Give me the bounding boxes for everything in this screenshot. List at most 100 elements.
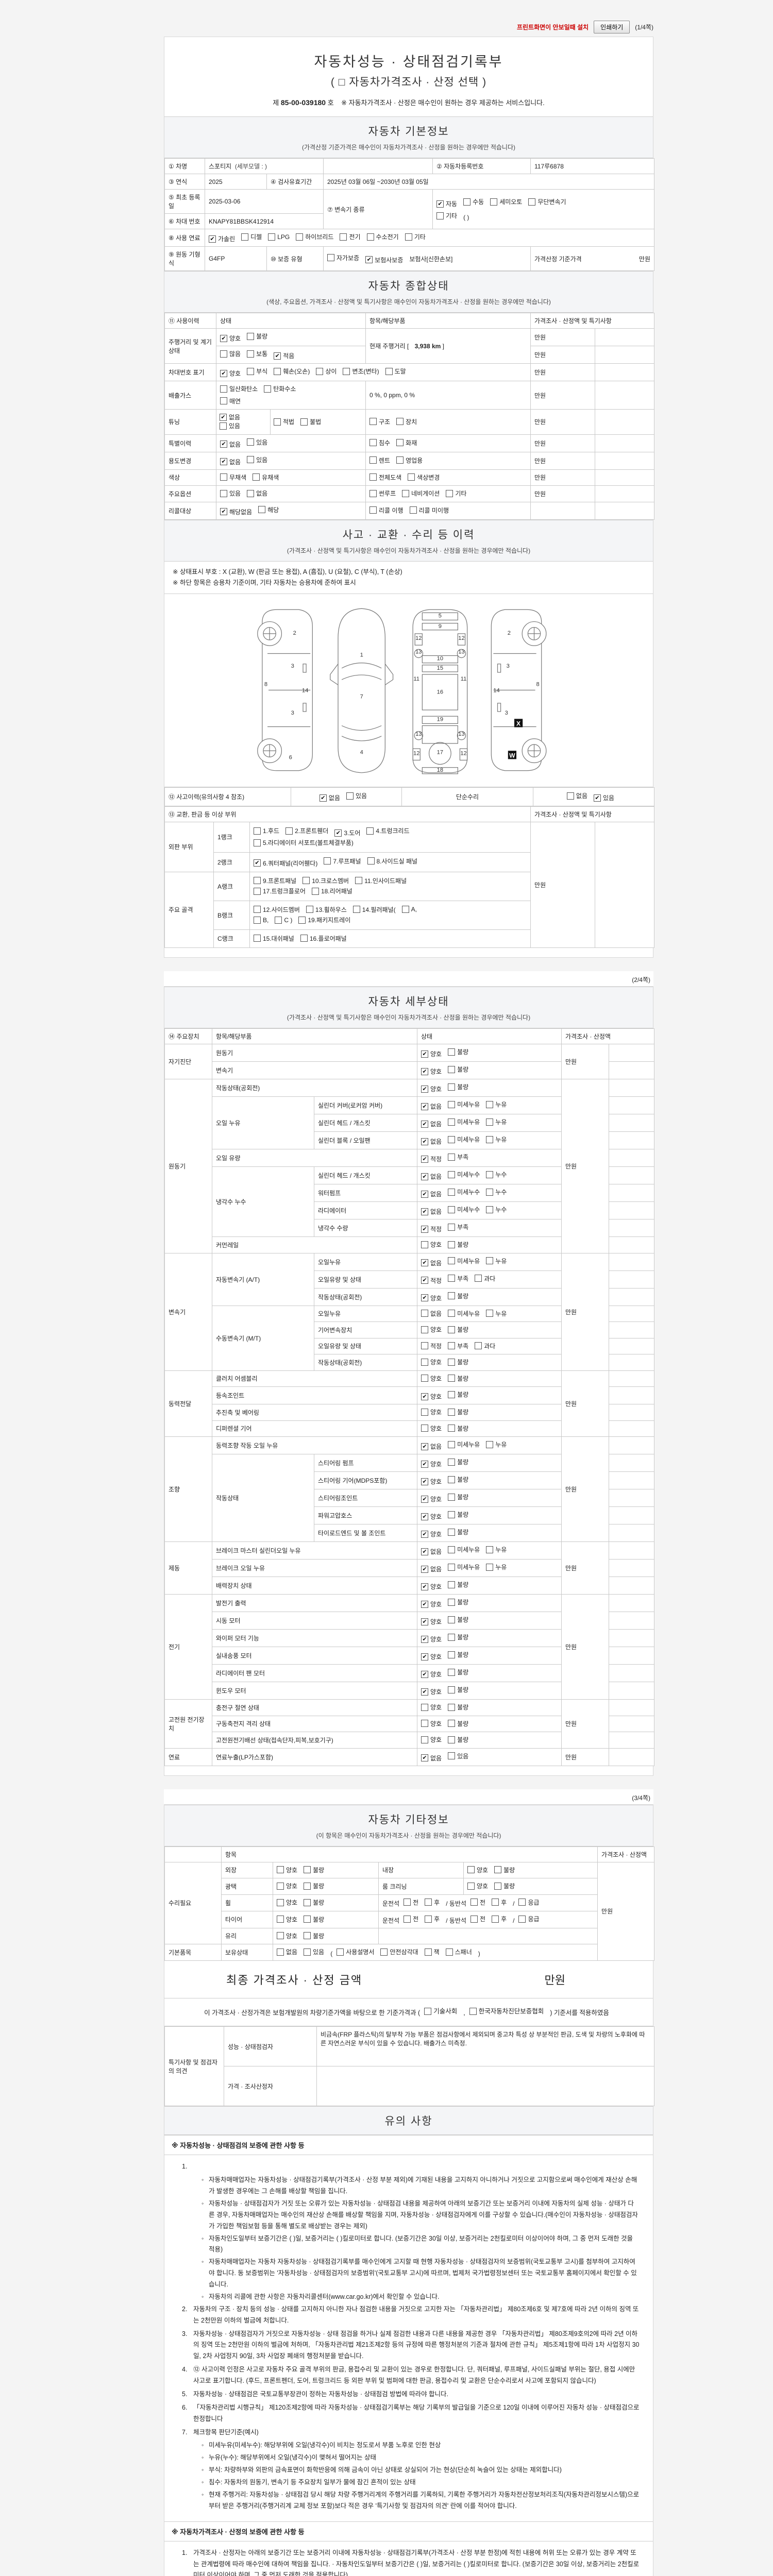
checkbox[interactable] — [467, 1882, 475, 1890]
checkbox[interactable] — [469, 2007, 477, 2015]
checkbox[interactable]: ✔ — [421, 1225, 429, 1233]
checkbox[interactable] — [486, 1118, 494, 1126]
checkbox[interactable]: ✔ — [274, 352, 281, 360]
checkbox[interactable] — [277, 1866, 284, 1873]
checkbox[interactable] — [300, 418, 308, 426]
checkbox[interactable] — [241, 233, 249, 241]
checkbox[interactable] — [346, 792, 354, 800]
checkbox[interactable]: ✔ — [421, 1460, 429, 1468]
checkbox[interactable] — [475, 1275, 482, 1282]
checkbox[interactable] — [324, 857, 331, 865]
checkbox[interactable] — [448, 1206, 456, 1213]
checkbox[interactable]: ✔ — [421, 1190, 429, 1198]
checkbox[interactable] — [421, 1342, 429, 1349]
checkbox[interactable] — [448, 1188, 456, 1196]
checkbox[interactable] — [220, 385, 227, 393]
checkbox[interactable]: ✔ — [436, 200, 444, 208]
checkbox[interactable] — [448, 1257, 456, 1264]
checkbox[interactable]: ✔ — [421, 1754, 429, 1761]
checkbox[interactable] — [396, 456, 404, 464]
checkbox[interactable] — [448, 1118, 456, 1126]
checkbox[interactable] — [490, 198, 498, 206]
checkbox[interactable] — [448, 1310, 456, 1317]
checkbox[interactable]: ✔ — [421, 1085, 429, 1093]
checkbox[interactable] — [421, 1425, 429, 1432]
checkbox[interactable] — [366, 233, 374, 241]
checkbox[interactable] — [254, 906, 261, 913]
checkbox[interactable]: ✔ — [421, 1103, 429, 1110]
checkbox[interactable]: ✔ — [594, 794, 601, 802]
checkbox[interactable] — [408, 473, 415, 481]
checkbox[interactable] — [470, 1915, 478, 1923]
checkbox[interactable] — [298, 916, 306, 924]
checkbox[interactable] — [492, 1915, 499, 1923]
checkbox[interactable] — [343, 367, 350, 375]
checkbox[interactable] — [448, 1720, 456, 1727]
checkbox[interactable]: ✔ — [421, 1653, 429, 1660]
checkbox[interactable] — [494, 1882, 502, 1890]
checkbox[interactable] — [274, 367, 281, 375]
checkbox[interactable]: ✔ — [220, 369, 227, 377]
checkbox[interactable]: ✔ — [421, 1670, 429, 1678]
checkbox[interactable] — [254, 877, 261, 884]
checkbox[interactable] — [247, 332, 255, 340]
checkbox[interactable] — [352, 906, 360, 913]
checkbox[interactable] — [448, 1292, 456, 1299]
checkbox[interactable] — [306, 906, 313, 913]
checkbox[interactable] — [486, 1546, 494, 1553]
checkbox[interactable] — [421, 1375, 429, 1382]
checkbox[interactable] — [448, 1153, 456, 1161]
checkbox[interactable] — [463, 198, 471, 206]
checkbox[interactable]: ✔ — [220, 508, 227, 515]
checkbox[interactable] — [254, 839, 261, 846]
checkbox[interactable] — [448, 1391, 456, 1398]
checkbox[interactable]: ✔ — [421, 1050, 429, 1058]
checkbox[interactable] — [247, 489, 255, 497]
checkbox[interactable] — [264, 385, 272, 393]
checkbox[interactable] — [316, 367, 324, 375]
checkbox[interactable] — [448, 1136, 456, 1143]
checkbox[interactable] — [247, 456, 255, 463]
checkbox[interactable] — [220, 397, 227, 404]
checkbox[interactable] — [448, 1598, 456, 1606]
checkbox[interactable] — [424, 2007, 432, 2015]
checkbox[interactable] — [448, 1100, 456, 1108]
checkbox[interactable] — [401, 906, 409, 913]
checkbox[interactable] — [369, 473, 377, 481]
checkbox[interactable]: ✔ — [421, 1513, 429, 1520]
checkbox[interactable] — [405, 233, 412, 241]
checkbox[interactable] — [486, 1310, 494, 1317]
checkbox[interactable] — [304, 1882, 311, 1890]
checkbox[interactable] — [448, 1528, 456, 1536]
checkbox[interactable] — [253, 473, 260, 481]
checkbox[interactable] — [566, 792, 574, 800]
checkbox[interactable] — [304, 1866, 311, 1873]
checkbox[interactable] — [304, 1948, 311, 1956]
checkbox[interactable] — [425, 1899, 432, 1906]
checkbox[interactable] — [448, 1223, 456, 1231]
checkbox[interactable] — [448, 1668, 456, 1676]
checkbox[interactable] — [448, 1375, 456, 1382]
checkbox[interactable] — [369, 489, 377, 497]
checkbox[interactable] — [258, 506, 266, 513]
checkbox[interactable] — [277, 1916, 284, 1923]
checkbox[interactable] — [402, 489, 410, 497]
checkbox[interactable] — [327, 254, 334, 261]
checkbox[interactable] — [247, 438, 255, 446]
checkbox[interactable] — [285, 827, 293, 835]
checkbox[interactable] — [254, 827, 261, 835]
checkbox[interactable] — [486, 1257, 494, 1264]
checkbox[interactable] — [446, 489, 453, 497]
checkbox[interactable] — [425, 1915, 432, 1923]
checkbox[interactable] — [467, 1866, 475, 1873]
checkbox[interactable] — [448, 1083, 456, 1091]
checkbox[interactable] — [448, 1440, 456, 1448]
checkbox[interactable] — [448, 1241, 456, 1248]
checkbox[interactable]: ✔ — [220, 334, 227, 342]
checkbox[interactable] — [448, 1476, 456, 1483]
checkbox[interactable] — [448, 1511, 456, 1518]
checkbox[interactable]: ✔ — [421, 1530, 429, 1538]
checkbox[interactable]: ✔ — [421, 1155, 429, 1163]
checkbox[interactable]: ✔ — [421, 1294, 429, 1301]
checkbox[interactable] — [445, 1948, 453, 1956]
